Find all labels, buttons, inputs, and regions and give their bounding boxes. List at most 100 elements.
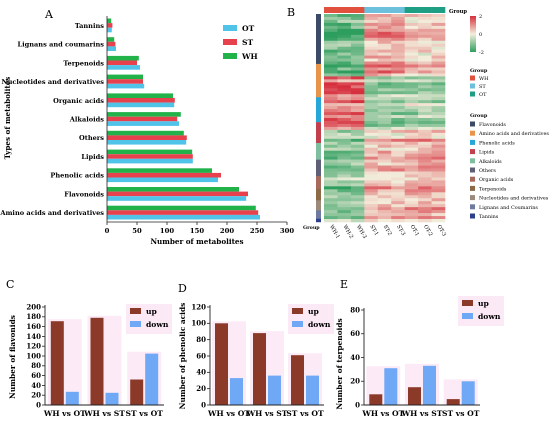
heatmap-cell — [404, 106, 419, 110]
heatmap-cell — [404, 192, 419, 196]
heatmap-cell — [418, 210, 432, 214]
heatmap-cell — [377, 94, 392, 98]
class-legend-label: Terpenoids — [479, 186, 507, 192]
heatmap-cell — [431, 141, 446, 146]
heatmap-cell — [418, 177, 432, 181]
bar-ot-6 — [107, 140, 187, 145]
panel-a-horizontal-bar-chart: Tannins Lignans and coumarins Terpenoids Nu… — [0, 16, 294, 246]
x-tick-label: WH vs OT — [207, 409, 250, 418]
colorbar-tick-label: -2 — [479, 50, 484, 56]
legend-swatch-ot — [223, 25, 237, 31]
heatmap-cell — [391, 25, 405, 30]
heatmap-cell — [350, 22, 365, 27]
heatmap-cell — [391, 147, 405, 151]
heatmap-cell — [324, 34, 338, 39]
heatmap-cell — [324, 16, 338, 21]
heatmap-cell — [364, 204, 379, 208]
bar-st-6 — [107, 135, 187, 140]
heatmap-cell — [337, 195, 352, 199]
heatmap-cell — [324, 82, 338, 86]
heatmap-cell — [431, 49, 446, 53]
heatmap-cell — [364, 103, 379, 107]
heatmap-cell — [350, 213, 365, 217]
x-tick-label: WH vs ST — [83, 409, 125, 418]
heatmap-cell — [418, 132, 432, 137]
panel-label-b: B — [287, 6, 295, 19]
heatmap-cell — [377, 118, 392, 122]
class-bar-segment-10 — [316, 218, 321, 223]
class-legend-title: Group — [470, 113, 488, 119]
heatmap-cell — [404, 28, 419, 33]
heatmap-cell — [377, 156, 392, 160]
column-label: ST-2 — [382, 224, 393, 237]
heatmap-cell — [324, 40, 338, 45]
y-tick-label: Lignans and coumarins — [17, 41, 104, 49]
heatmap-cell — [364, 156, 379, 160]
heatmap-cell — [377, 213, 392, 217]
heatmap-cell — [418, 165, 432, 169]
heatmap-cell — [364, 147, 379, 151]
heatmap-cell — [364, 210, 379, 214]
heatmap-cell — [364, 67, 379, 71]
bar-st-2 — [107, 60, 137, 66]
heatmap-cell — [431, 70, 446, 74]
bar-st-7 — [107, 154, 193, 159]
class-legend-label: Alkaloids — [478, 159, 502, 165]
heatmap-cell — [324, 94, 338, 98]
x-tick-label: 300 — [280, 227, 294, 235]
heatmap-cell — [431, 37, 446, 42]
heatmap-cell — [391, 198, 405, 202]
heatmap-cell — [364, 198, 379, 202]
class-bar-segment-0 — [316, 14, 321, 65]
heatmap-cell — [431, 40, 446, 45]
bar-down-2 — [306, 375, 319, 405]
heatmap-cell — [350, 19, 365, 24]
heatmap-cell — [350, 174, 365, 178]
heatmap-cell — [391, 195, 405, 199]
class-bar-segment-4 — [316, 142, 321, 160]
heatmap-cell — [391, 76, 405, 80]
heatmap-cell — [431, 180, 446, 184]
heatmap-cell — [418, 219, 432, 223]
x-tick-label: 0 — [105, 227, 110, 235]
heatmap-cell — [377, 28, 392, 33]
heatmap-cell — [324, 180, 338, 184]
heatmap-cell — [418, 73, 432, 77]
heatmap-cell — [418, 192, 432, 196]
heatmap-cell — [364, 219, 379, 223]
heatmap-cell — [350, 16, 365, 21]
heatmap-cell — [364, 129, 379, 134]
heatmap-cell — [404, 165, 419, 169]
heatmap-cell — [350, 85, 365, 89]
class-legend-swatch — [470, 121, 475, 127]
heatmap-cell — [364, 174, 379, 178]
heatmap-cell — [391, 70, 405, 74]
heatmap-cell — [337, 70, 352, 74]
bar-ot-5 — [107, 121, 179, 126]
heatmap-cell — [404, 34, 419, 39]
heatmap-cell — [337, 135, 352, 140]
x-tick-label: 150 — [190, 227, 204, 235]
heatmap-cell — [377, 88, 392, 92]
heatmap-cell — [377, 115, 392, 119]
bar-wh-5 — [107, 112, 181, 117]
heatmap-cell — [431, 88, 446, 92]
x-tick-label: ST vs OT — [286, 409, 324, 418]
legend-swatch-down — [130, 321, 141, 327]
x-tick-label: 250 — [250, 227, 264, 235]
heatmap-cell — [391, 159, 405, 163]
bar-up-0 — [50, 321, 64, 405]
heatmap-cell — [431, 162, 446, 166]
heatmap-cell — [391, 144, 405, 149]
y-axis-title: Number of flavonids — [8, 315, 17, 399]
class-legend-label: Amino acids and derivatives — [478, 131, 549, 137]
heatmap-cell — [404, 91, 419, 95]
heatmap-cell — [337, 28, 352, 33]
heatmap-cell — [350, 91, 365, 95]
heatmap-cell — [377, 82, 392, 86]
heatmap-cell — [404, 195, 419, 199]
heatmap-cell — [418, 201, 432, 205]
x-tick-label: ST vs OT — [126, 409, 164, 418]
bar-st-10 — [107, 210, 259, 215]
